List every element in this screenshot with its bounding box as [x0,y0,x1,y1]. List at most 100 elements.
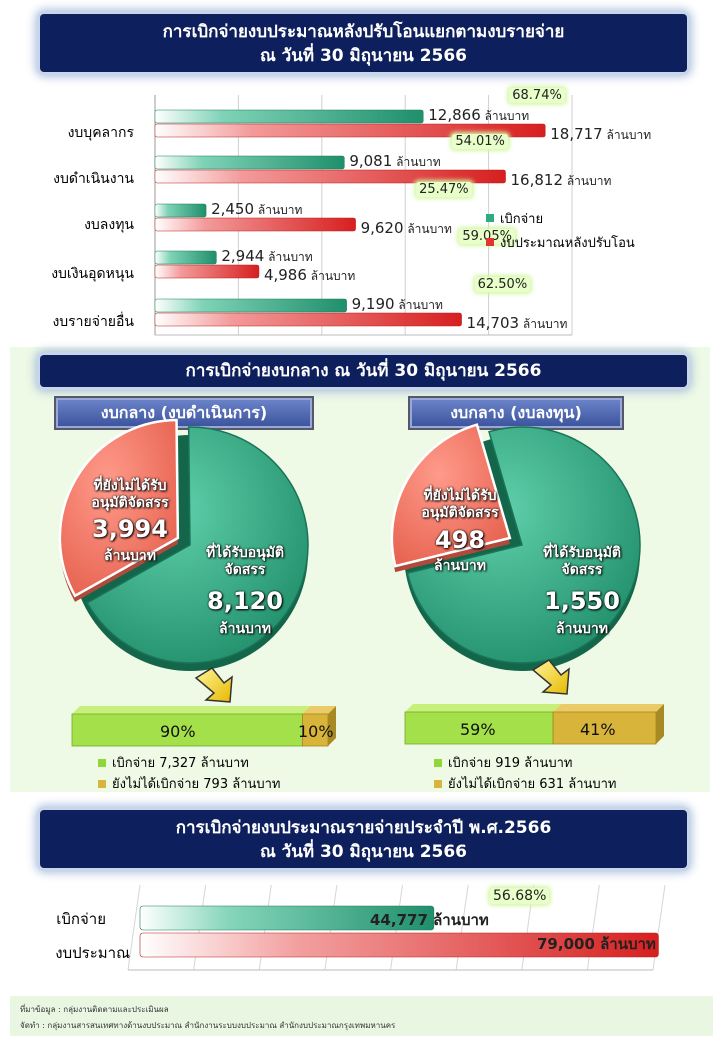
left-paid-percent: 90% [160,722,196,741]
section1-banner: การเบิกจ่ายงบประมาณหลังปรับโอนแยกตามงบรา… [40,14,687,72]
left-legend-paid: เบิกจ่าย 7,327 ล้านบาท [112,756,249,771]
section1-title: การเบิกจ่ายงบประมาณหลังปรับโอนแยกตามงบรา… [162,22,565,42]
pbar-top-unpaid [302,706,336,714]
section1-date: ณ วันที่ 30 มิถุนายน 2566 [259,46,468,66]
bar-budget-value: 9,620 ล้านบาท [360,219,452,237]
right-pending-unit: ล้านบาท [434,558,486,574]
category-label: งบบุคลากร [67,125,134,141]
left-legend-unpaid: ยังไม่ได้เบิกจ่าย 793 ล้านบาท [112,777,281,792]
category-label: เบิกจ่าย [56,910,106,928]
pbar-top-unpaid [553,704,664,712]
category-label: งบเงินอุดหนุน [51,266,134,282]
bar-annual-paid [139,905,435,931]
section3-title: การเบิกจ่ายงบประมาณรายจ่ายประจำปี พ.ศ.25… [175,818,552,838]
left-pie-heading: งบกลาง (งบดำเนินการ) [56,398,312,428]
bar-budget-value: 16,812 ล้านบาท [510,171,612,189]
right-legend-paid: เบิกจ่าย 919 ล้านบาท [448,756,573,771]
pie-slice-approved [406,426,641,664]
legend-swatch-unpaid [434,779,442,788]
pbar-unpaid [552,711,657,745]
right-pie-heading: งบกลาง (งบลงทุน) [410,398,622,428]
category-label: งบดำเนินงาน [53,171,134,187]
pbar-side [328,706,336,746]
left-approved-value: 8,120 [207,587,283,615]
legend-swatch-unpaid [98,779,106,788]
bar-paid [154,250,217,265]
budget-by-category-chart [154,95,573,336]
bar-budget-value: 14,703 ล้านบาท [466,314,568,332]
bar-budget [154,217,356,232]
left-approved-label: ที่ได้รับอนุมัติ จัดสรร [205,545,285,578]
pbar-top-paid [405,704,562,712]
legend-swatch-paid [434,758,442,767]
right-bar-legend: เบิกจ่าย 919 ล้านบาท ยังไม่ได้เบิกจ่าย 6… [434,752,617,794]
annual-paid-label: 44,777 ล้านบาท [370,911,489,929]
bar-paid-value: 9,190 ล้านบาท [351,295,443,313]
percent-label: 25.47% [416,182,472,197]
pbar-paid [404,711,554,745]
pie-slice-approved [86,426,309,664]
right-legend-unpaid: ยังไม่ได้เบิกจ่าย 631 ล้านบาท [448,777,617,792]
bar-paid [154,203,207,218]
percent-label: 62.50% [474,277,531,292]
pbar-side [656,704,664,744]
left-bar-legend: เบิกจ่าย 7,327 ล้านบาท ยังไม่ได้เบิกจ่าย… [98,752,281,794]
annual-budget-chart [127,884,666,971]
bar-budget-value: 18,717 ล้านบาท [550,125,652,143]
bar-paid [154,155,345,170]
right-approved-value: 1,550 [544,587,620,615]
percent-label: 59.05% [459,229,515,244]
left-pending-unit: ล้านบาท [104,548,156,564]
annual-budget-label: 79,000 ล้านบาท [537,935,656,953]
percent-label: 68.74% [509,88,565,103]
left-pending-value: 3,994 [92,515,168,543]
bar-paid-value: 9,081 ล้านบาท [349,152,441,170]
legend-swatch-paid [98,758,106,767]
bar-paid [154,109,424,124]
percent-label: 54.01% [452,134,508,149]
right-unpaid-percent: 41% [580,720,616,739]
category-label: งบประมาณ [55,944,130,962]
right-pending-label: ที่ยังไม่ได้รับ อนุมัติจัดสรร [421,488,499,521]
legend-paid-label: เบิกจ่าย [500,211,544,227]
right-approved-unit: ล้านบาท [556,621,608,637]
section3-date: ณ วันที่ 30 มิถุนายน 2566 [259,842,468,862]
bar-budget [154,169,506,184]
grid-line [127,884,141,971]
bar-budget [154,264,260,279]
arrow-down-icon [531,659,570,695]
legend-swatch-paid [486,214,494,222]
section3-banner: การเบิกจ่ายงบประมาณรายจ่ายประจำปี พ.ศ.25… [40,810,687,868]
footer: ที่มาข้อมูล : กลุ่มงานติดตามและประเมินผล… [10,996,713,1036]
chart-legend: เบิกจ่าย งบประมาณหลังปรับโอน [486,206,680,258]
bar-budget-value: 4,986 ล้านบาท [263,266,356,284]
bar-paid [154,298,347,313]
right-approved-label: ที่ได้รับอนุมัติ จัดสรร [542,545,622,578]
pie-slice-pending [58,418,180,598]
footer-producer: จัดทำ : กลุ่มงานสารสนเทศทางด้านงบประมาณ … [20,1021,396,1030]
pie-slice-pending [390,423,512,568]
section2-title: การเบิกจ่ายงบกลาง ณ วันที่ 30 มิถุนายน 2… [185,361,542,381]
legend-swatch-budget [486,238,494,246]
arrow-down-icon [194,667,233,703]
pbar-paid [71,713,303,747]
section2-banner: การเบิกจ่ายงบกลาง ณ วันที่ 30 มิถุนายน 2… [40,355,687,387]
bar-budget [154,312,462,327]
right-paid-percent: 59% [460,720,496,739]
bar-paid-value: 2,944 ล้านบาท [221,247,313,265]
central-budget-pies [58,418,664,747]
left-pending-label: ที่ยังไม่ได้รับ อนุมัติจัดสรร [91,478,169,511]
footer-source: ที่มาข้อมูล : กลุ่มงานติดตามและประเมินผล [20,1005,169,1014]
bar-annual-budget [139,932,659,958]
pbar-top-paid [72,706,311,714]
legend-budget-label: งบประมาณหลังปรับโอน [500,235,635,251]
left-unpaid-percent: 10% [298,722,334,741]
left-approved-unit: ล้านบาท [219,621,271,637]
bar-paid-value: 12,866 ล้านบาท [428,106,530,124]
right-pending-value: 498 [434,526,486,554]
category-label: งบรายจ่ายอื่น [52,314,134,330]
category-label: งบลงทุน [84,217,134,233]
annual-percent-label: 56.68% [490,888,550,904]
bar-paid-value: 2,450 ล้านบาท [211,200,303,218]
bar-budget [154,123,546,138]
